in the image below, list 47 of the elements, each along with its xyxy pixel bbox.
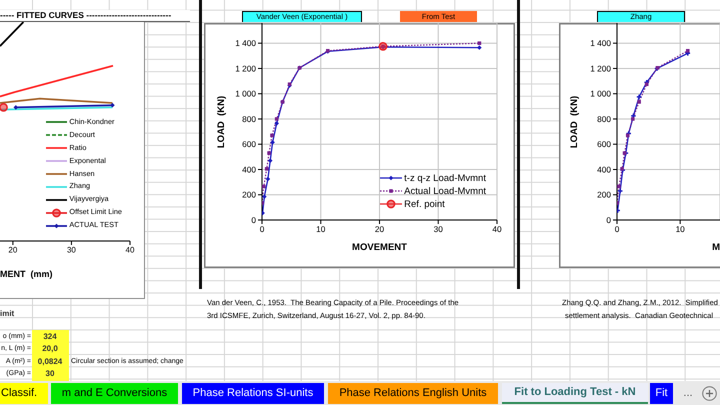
- y-tick-label: 1 000: [590, 88, 612, 99]
- legend-label: t-z q-z Load-Mvmnt: [404, 172, 486, 184]
- x-axis-title: M: [712, 242, 720, 253]
- y-tick-label: 600: [242, 139, 256, 150]
- y-tick-label: 0: [251, 214, 256, 225]
- y-axis-title: LOAD (KN): [569, 95, 580, 148]
- sheet-tab: Fit: [650, 383, 673, 404]
- legend-label: Ref. point: [404, 198, 445, 210]
- x-tick-label: 10: [676, 224, 686, 234]
- x-tick-label: 20: [374, 224, 384, 234]
- x-tick-label: 0: [260, 224, 265, 234]
- y-tick-label: 400: [597, 164, 612, 174]
- x-tick-label: 0: [614, 224, 620, 234]
- y-tick-label: 1 200: [590, 63, 612, 74]
- x-tick-label: 40: [126, 246, 135, 255]
- text: 0,0824: [38, 357, 62, 366]
- x-tick-label: 10: [316, 224, 326, 234]
- x-axis-title: MOVEMENT: [352, 242, 407, 253]
- text: imit: [0, 309, 14, 318]
- x-tick-label: 40: [492, 224, 502, 234]
- x-tick-label: 30: [434, 224, 444, 234]
- legend-label: Actual Load-Mvmnt: [404, 184, 486, 198]
- x-tick-label: 30: [66, 246, 76, 255]
- x-tick-label: 20: [8, 246, 18, 255]
- sheet-tab: Phase Relations SI-units: [182, 383, 324, 404]
- y-tick-label: 200: [597, 190, 612, 200]
- y-tick-label: 0: [606, 214, 612, 225]
- y-tick-label: 1 400: [590, 38, 612, 48]
- sheet-tab: m and E Conversions: [51, 383, 178, 404]
- sheet-tab: Classif.: [0, 383, 48, 404]
- text: 324: [43, 332, 57, 341]
- x-axis-title: MENT (mm): [0, 269, 52, 279]
- y-tick-label: 800: [242, 114, 256, 124]
- text: 20,0: [42, 344, 58, 353]
- tab-bar: Classif. m and E Conversions Phase Relations SI-units Phase Relations English Units Fit to Loading Test - kN Fit ...: [0, 381, 720, 405]
- sheet-tab: Fit to Loading Test - kN: [502, 383, 648, 404]
- y-tick-label: 400: [242, 164, 256, 174]
- y-tick-label: 600: [597, 139, 612, 150]
- text: 30: [46, 369, 54, 378]
- y-tick-label: 1 200: [235, 63, 256, 74]
- y-tick-label: 200: [242, 190, 256, 200]
- chart-title: ----- FITTED CURVES ------------------------------: [0, 10, 172, 20]
- y-axis-title: LOAD (KN): [216, 95, 227, 148]
- y-tick-label: 800: [597, 114, 612, 124]
- sheet-tab: Phase Relations English Units: [328, 383, 498, 404]
- y-tick-label: 1 400: [235, 38, 256, 48]
- y-tick-label: 1 000: [235, 88, 256, 99]
